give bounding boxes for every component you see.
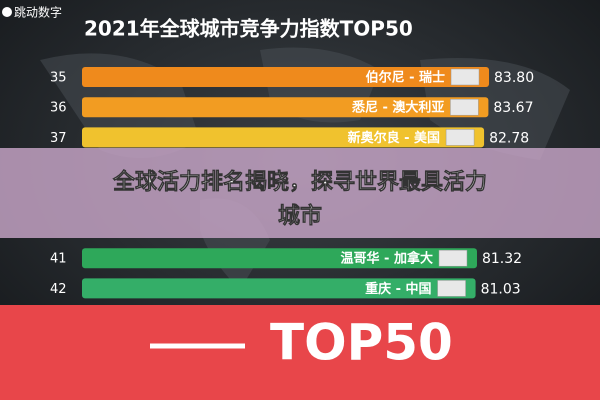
bar [82, 248, 477, 269]
flag [450, 68, 480, 86]
bar [82, 67, 490, 87]
watermark: 跳动数字 [2, 5, 62, 20]
value-label: 83.67 [493, 100, 533, 116]
category-label: 悉尼 - 澳大利亚 [351, 100, 444, 116]
value-label: 81.32 [482, 251, 522, 267]
headline-line: 城市 [278, 203, 322, 229]
rank-label: 37 [50, 131, 67, 146]
flag [445, 129, 475, 146]
chart-title: 2021年全球城市竞争力指数TOP50 [84, 17, 413, 41]
category-label: 伯尔尼 - 瑞士 [366, 70, 445, 86]
value-label: 81.03 [481, 281, 521, 297]
flag [438, 249, 468, 267]
banner [0, 305, 600, 400]
category-label: 重庆 - 中国 [365, 281, 431, 297]
rank-label: 35 [50, 71, 67, 86]
headline-line: 全球活力排名揭晓，探寻世界最具活力 [112, 169, 487, 195]
banner-text: TOP50 [270, 314, 453, 372]
bar [82, 278, 476, 299]
headline-band [0, 148, 600, 238]
watermark-text: 跳动数字 [14, 5, 62, 20]
value-label: 83.80 [494, 70, 534, 86]
rank-label: 42 [50, 282, 67, 297]
bar [82, 97, 489, 118]
category-label: 新奥尔良 - 美国 [348, 130, 440, 146]
bar [82, 127, 485, 148]
rank-label: 36 [50, 101, 67, 116]
rank-label: 41 [50, 252, 67, 267]
bars: 35 伯尔尼 - 瑞士 83.80 36 悉尼 - 澳大利亚 83.67 37 新奥尔良 - … [50, 67, 534, 299]
category-label: 温哥华 - 加拿大 [341, 251, 433, 267]
value-label: 82.78 [489, 130, 529, 146]
flag [450, 98, 479, 116]
flag [437, 280, 466, 297]
